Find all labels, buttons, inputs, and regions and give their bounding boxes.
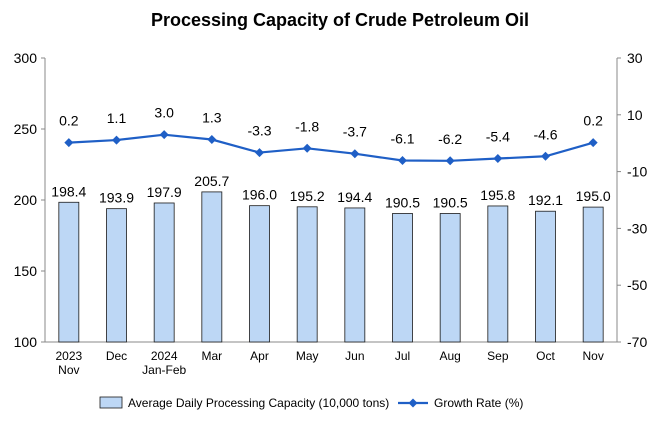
- line-data-label: 3.0: [154, 105, 174, 121]
- y-right-tick-label: -50: [627, 277, 647, 293]
- bar-data-label: 195.0: [576, 188, 611, 204]
- x-tick-label: Jan-Feb: [142, 363, 186, 377]
- bar: [392, 213, 413, 343]
- x-tick-label: Sep: [487, 349, 509, 363]
- x-tick-label: May: [296, 349, 319, 363]
- bar-data-label: 205.7: [194, 173, 229, 189]
- bar-data-label: 190.5: [433, 194, 468, 210]
- bar: [201, 191, 223, 343]
- x-tick-label: 2024: [151, 349, 178, 363]
- line-data-label: 1.1: [107, 110, 127, 126]
- line-data-label: -3.3: [247, 123, 271, 139]
- x-tick-label: Jul: [395, 349, 410, 363]
- bar: [153, 202, 175, 343]
- line-data-label: 0.2: [59, 113, 79, 129]
- line-data-label: -3.7: [343, 124, 367, 140]
- y-left-tick-label: 300: [14, 50, 38, 66]
- x-tick-label: Apr: [250, 349, 269, 363]
- y-right-tick-label: 10: [627, 107, 643, 123]
- line-point: [493, 154, 503, 164]
- x-tick-label: Dec: [106, 349, 127, 363]
- bar: [582, 206, 604, 343]
- bar: [249, 205, 270, 343]
- growth-rate-line: [68, 133, 594, 162]
- x-tick-label: Nov: [58, 363, 79, 377]
- bar: [296, 206, 318, 343]
- x-tick-label: Mar: [201, 349, 222, 363]
- bar: [439, 213, 461, 343]
- bar: [535, 210, 556, 343]
- y-left-tick-label: 250: [14, 121, 38, 137]
- plot-area: 100 150 200 250 300 -70 -50 -30 -10 10 30 198.4 193.…: [14, 50, 648, 410]
- x-tick-label: 2023: [55, 349, 82, 363]
- line-point: [541, 151, 550, 161]
- bar-data-label: 198.4: [51, 183, 86, 199]
- bar-data-label: 190.5: [385, 194, 420, 210]
- line-point: [64, 138, 74, 148]
- bar-data-label: 192.1: [528, 192, 563, 208]
- y-left-tick-label: 200: [14, 192, 38, 208]
- line-point: [112, 135, 121, 145]
- bar-data-label: 195.2: [290, 188, 325, 204]
- x-tick-label: Jun: [345, 349, 364, 363]
- line-data-label: -5.4: [486, 129, 510, 145]
- legend-line-marker: [408, 398, 418, 408]
- legend-bar-swatch: [99, 396, 123, 409]
- y-left-tick-label: 100: [14, 334, 38, 350]
- line-point: [255, 148, 264, 158]
- line-point: [159, 130, 169, 140]
- bar-data-label: 194.4: [337, 189, 372, 205]
- bar-data-label: 193.9: [99, 190, 134, 206]
- x-tick-label: Nov: [582, 349, 603, 363]
- bar-data-label: 196.0: [242, 187, 277, 203]
- chart-title: Processing Capacity of Crude Petroleum O…: [151, 10, 529, 30]
- line-point: [588, 138, 598, 148]
- line-data-label: -6.1: [390, 131, 414, 147]
- line-point: [302, 143, 312, 153]
- bar: [344, 207, 366, 343]
- x-tick-label: Oct: [536, 349, 555, 363]
- bar: [487, 205, 509, 343]
- y-right-tick-label: -10: [627, 164, 647, 180]
- line-data-label: -1.8: [295, 118, 319, 134]
- y-right-tick-label: 30: [627, 50, 643, 66]
- bar: [58, 201, 80, 343]
- line-data-label: 1.3: [202, 110, 222, 126]
- line-data-label: 0.2: [583, 113, 603, 129]
- legend-line-label: Growth Rate (%): [434, 396, 523, 410]
- line-point: [350, 149, 360, 159]
- x-tick-label: Aug: [439, 349, 460, 363]
- legend-bar-label: Average Daily Processing Capacity (10,00…: [128, 396, 389, 410]
- bar-data-label: 195.8: [480, 187, 515, 203]
- bar-data-label: 197.9: [147, 184, 182, 200]
- y-left-tick-label: 150: [14, 263, 38, 279]
- bar: [106, 208, 127, 343]
- y-right-tick-label: -70: [627, 334, 647, 350]
- line-data-label: -6.2: [438, 131, 462, 147]
- line-point: [207, 135, 217, 145]
- y-right-tick-label: -30: [627, 220, 647, 236]
- line-point: [398, 156, 407, 166]
- line-point: [445, 156, 455, 166]
- line-data-label: -4.6: [533, 126, 557, 142]
